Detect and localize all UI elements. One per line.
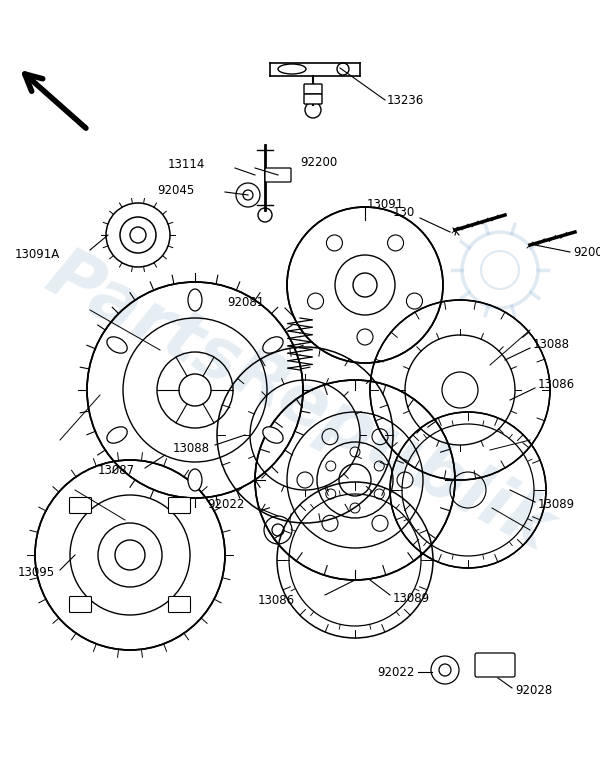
Text: 92081: 92081 bbox=[228, 297, 265, 309]
Circle shape bbox=[35, 460, 225, 650]
Text: 92028: 92028 bbox=[515, 684, 552, 697]
Circle shape bbox=[287, 207, 443, 363]
Text: 13086: 13086 bbox=[538, 378, 575, 391]
FancyBboxPatch shape bbox=[70, 597, 92, 612]
Text: 92002: 92002 bbox=[573, 246, 600, 259]
Ellipse shape bbox=[263, 337, 283, 353]
FancyBboxPatch shape bbox=[304, 84, 322, 94]
Text: 13114: 13114 bbox=[167, 159, 205, 171]
Text: PartsRepublik: PartsRepublik bbox=[35, 240, 565, 566]
Text: 13089: 13089 bbox=[393, 591, 430, 604]
Text: 13087: 13087 bbox=[98, 463, 135, 477]
FancyBboxPatch shape bbox=[169, 597, 190, 612]
FancyBboxPatch shape bbox=[265, 168, 291, 182]
Ellipse shape bbox=[188, 469, 202, 491]
Text: 13089: 13089 bbox=[538, 498, 575, 512]
Text: 130: 130 bbox=[393, 206, 415, 219]
Circle shape bbox=[390, 412, 546, 568]
FancyBboxPatch shape bbox=[475, 653, 515, 677]
Ellipse shape bbox=[278, 64, 306, 74]
FancyBboxPatch shape bbox=[70, 498, 92, 514]
FancyBboxPatch shape bbox=[304, 94, 322, 104]
Ellipse shape bbox=[263, 427, 283, 443]
Ellipse shape bbox=[107, 427, 127, 443]
Text: 13088: 13088 bbox=[173, 442, 210, 454]
Text: 92200: 92200 bbox=[300, 157, 337, 170]
Circle shape bbox=[370, 300, 550, 480]
Text: 13091: 13091 bbox=[367, 198, 404, 212]
Text: 92022: 92022 bbox=[208, 498, 245, 511]
Circle shape bbox=[87, 282, 303, 498]
Text: 13236: 13236 bbox=[387, 94, 424, 106]
Ellipse shape bbox=[188, 289, 202, 311]
Text: 13086: 13086 bbox=[258, 594, 295, 607]
Text: 92045: 92045 bbox=[158, 184, 195, 197]
Ellipse shape bbox=[107, 337, 127, 353]
Text: 13088: 13088 bbox=[533, 339, 570, 352]
Text: 13095: 13095 bbox=[18, 566, 55, 578]
Text: 13091A: 13091A bbox=[15, 249, 60, 261]
Text: 92022: 92022 bbox=[377, 666, 415, 678]
FancyBboxPatch shape bbox=[169, 498, 190, 514]
Circle shape bbox=[255, 380, 455, 580]
